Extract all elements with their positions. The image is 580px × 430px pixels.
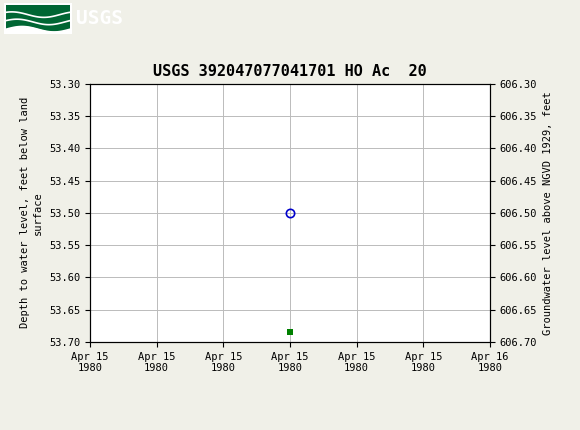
Bar (4, 3, 72, 34)
Bar (6, 5, 70, 32)
Text: USGS: USGS (76, 9, 123, 28)
Title: USGS 392047077041701 HO Ac  20: USGS 392047077041701 HO Ac 20 (153, 64, 427, 79)
Y-axis label: Depth to water level, feet below land
surface: Depth to water level, feet below land su… (20, 97, 44, 329)
Y-axis label: Groundwater level above NGVD 1929, feet: Groundwater level above NGVD 1929, feet (543, 91, 553, 335)
